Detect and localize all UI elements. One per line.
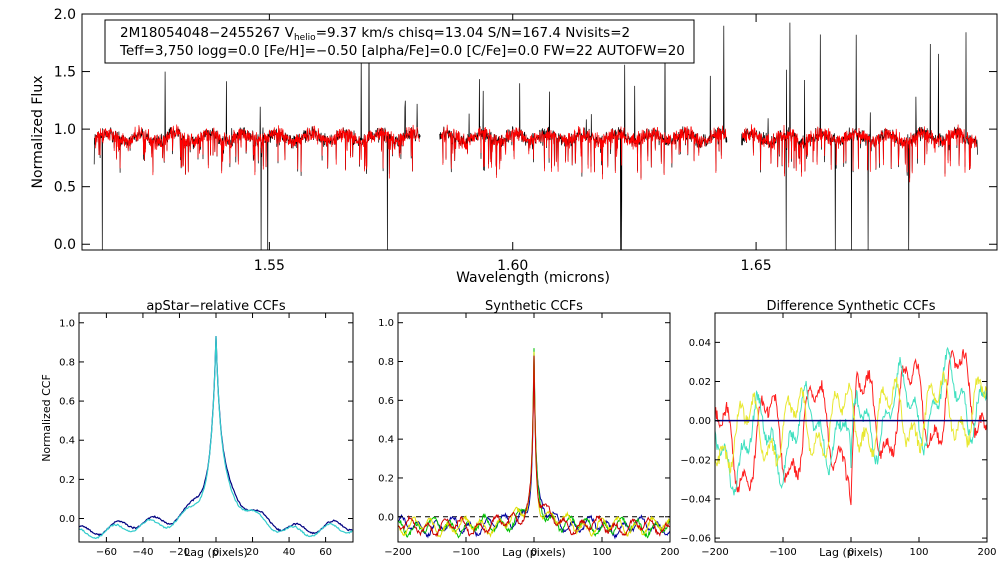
ccf-difference-frame (714, 312, 988, 543)
x-tick-label: −60 (96, 547, 117, 558)
x-tick-label: 1.55 (254, 258, 285, 274)
ccf-synthetic-xlabel: Lag (pixels) (502, 546, 566, 559)
x-tick-label: 1.60 (497, 258, 528, 274)
ccf-apstar-data-group (78, 336, 354, 540)
y-tick-label: 0.04 (689, 338, 711, 349)
y-tick-label: 1.0 (54, 122, 76, 138)
spectrum-frame (81, 13, 998, 251)
y-tick-label: 0.0 (54, 237, 76, 253)
spectrum-data-group (93, 20, 978, 251)
x-tick-label: 0 (531, 547, 537, 558)
y-tick-label: −0.04 (680, 494, 711, 505)
ccf-difference-panel: Difference Synthetic CCFs −200 −100 0 100 20… (680, 299, 996, 559)
y-tick-label: 1.0 (378, 318, 394, 329)
x-tick-label: 100 (592, 547, 611, 558)
ccf-synthetic-panel: Synthetic CCFs −200 −100 0 100 200 0.0 0.2 0.4 0… (378, 299, 679, 559)
y-tick-label: 0.2 (378, 473, 394, 484)
y-tick-label: 0.6 (378, 396, 394, 407)
x-tick-label: 200 (977, 547, 996, 558)
y-tick-label: 0.00 (689, 416, 711, 427)
y-tick-label: 0.8 (378, 357, 394, 368)
y-tick-label: 0.4 (59, 436, 75, 447)
vhelio-label: V (285, 25, 295, 41)
vhelio-value: =9.37 km/s (316, 25, 394, 41)
ccf-difference-diff-2-line (714, 346, 988, 496)
y-tick-label: 0.02 (689, 377, 711, 388)
ccf-difference-title: Difference Synthetic CCFs (766, 299, 935, 314)
x-tick-label: −20 (169, 547, 190, 558)
spectrum-synthetic-line (94, 124, 420, 179)
x-tick-label: 0 (213, 547, 219, 558)
x-tick-label: −40 (132, 547, 153, 558)
spectrum-ticks: 1.55 1.60 1.65 0.0 0.5 1.0 1.5 2.0 (54, 7, 997, 274)
ccf-difference-diff-1-line (714, 349, 988, 506)
x-tick-label: −100 (452, 547, 479, 558)
y-tick-label: 2.0 (54, 7, 76, 23)
ccf-difference-xlabel: Lag (pixels) (819, 546, 883, 559)
ccf-apstar-title: apStar−relative CCFs (146, 299, 286, 314)
x-tick-label: −100 (769, 547, 796, 558)
spectrum-panel: 1.55 1.60 1.65 0.0 0.5 1.0 1.5 2.0 2M18054048−2… (30, 7, 998, 286)
x-tick-label: −200 (701, 547, 728, 558)
spectrum-info-line1: 2M18054048−2455267 Vhelio=9.37 km/s chis… (120, 25, 630, 43)
y-tick-label: 1.5 (54, 64, 76, 80)
ccf-apstar-visit-1-line (78, 336, 354, 537)
ccf-synthetic-ccf-3-line (397, 351, 671, 538)
ccf-synthetic-ticks: −200 −100 0 100 200 0.0 0.2 0.4 0.6 0.8 1.0 (378, 313, 680, 558)
x-tick-label: 40 (283, 547, 296, 558)
y-tick-label: 1.0 (59, 318, 75, 329)
ccf-apstar-xlabel: Lag (pixels) (184, 546, 248, 559)
spectrum-info-line2: Teff=3,750 logg=0.0 [Fe/H]=−0.50 [alpha/… (119, 43, 685, 59)
ccf-difference-diff-3-line (714, 371, 988, 475)
y-tick-label: 0.0 (59, 514, 75, 525)
ccf-difference-data-group (714, 346, 988, 506)
spectrum-synthetic-line (742, 124, 977, 183)
x-tick-label: 100 (909, 547, 928, 558)
y-tick-label: −0.02 (680, 455, 711, 466)
spectrum-ylabel: Normalized Flux (30, 76, 46, 189)
star-id: 2M18054048−2455267 (120, 25, 280, 41)
y-tick-label: −0.06 (680, 534, 711, 545)
ccf-synthetic-data-group (397, 348, 671, 540)
y-tick-label: 0.2 (59, 475, 75, 486)
fit-stats: chisq=13.04 S/N=167.4 Nvisits=2 (398, 25, 630, 41)
vhelio-subscript: helio (294, 33, 316, 43)
x-tick-label: 200 (660, 547, 679, 558)
spectrum-synthetic-line (440, 124, 727, 180)
x-tick-label: 1.65 (740, 258, 771, 274)
y-tick-label: 0.8 (59, 357, 75, 368)
ccf-apstar-ylabel: Normalized CCF (40, 374, 53, 462)
ccf-synthetic-frame (397, 312, 671, 543)
ccf-synthetic-title: Synthetic CCFs (485, 299, 583, 314)
x-tick-label: 0 (848, 547, 854, 558)
ccf-synthetic-ccf-4-line (397, 355, 671, 537)
y-tick-label: 0.5 (54, 180, 76, 196)
x-tick-label: 60 (319, 547, 332, 558)
spectrum-info-box (104, 19, 695, 64)
ccf-apstar-ticks: −60 −40 −20 0 20 40 60 0.0 0.2 0.4 0.6 0.8 1.0 (59, 313, 353, 558)
y-tick-label: 0.6 (59, 397, 75, 408)
y-tick-label: 0.0 (378, 512, 394, 523)
x-tick-label: −200 (384, 547, 411, 558)
y-tick-label: 0.4 (378, 435, 394, 446)
x-tick-label: 20 (246, 547, 259, 558)
spectrum-xlabel: Wavelength (microns) (456, 270, 610, 286)
ccf-apstar-visit-2-line (78, 336, 353, 540)
ccf-difference-ticks: −200 −100 0 100 200 −0.06 −0.04 −0.02 0.00 0.02 0.… (680, 313, 997, 558)
ccf-apstar-panel: apStar−relative CCFs −60 −40 −20 0 20 40 60 0.0… (40, 299, 354, 559)
